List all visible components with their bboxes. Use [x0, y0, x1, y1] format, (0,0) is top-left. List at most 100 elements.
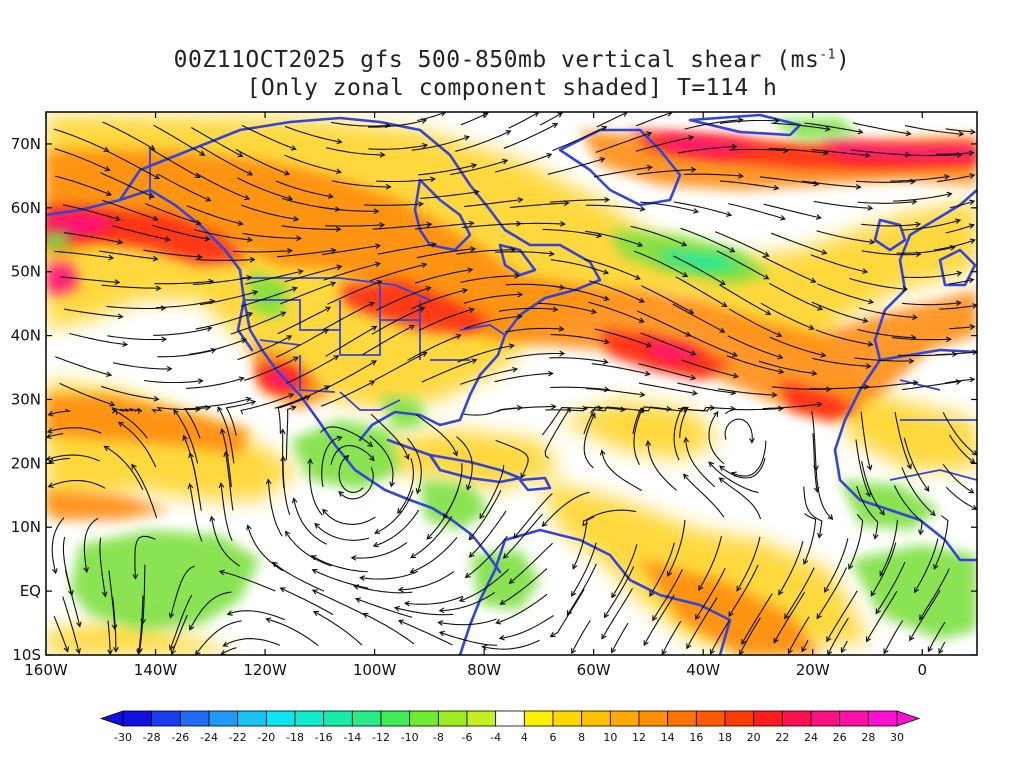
shear-streamlines: [46, 112, 977, 655]
streamline: [894, 411, 912, 469]
streamline: [464, 315, 522, 330]
streamline-arrow: [502, 158, 509, 165]
streamline: [102, 121, 155, 150]
streamline: [479, 464, 505, 519]
streamline-arrow: [343, 454, 350, 461]
colorbar-label: -10: [401, 731, 419, 744]
streamline: [189, 452, 202, 511]
streamline: [667, 519, 686, 577]
streamline: [500, 568, 548, 605]
streamline-arrow: [505, 130, 512, 136]
streamline: [138, 623, 144, 653]
streamline-arrow: [313, 610, 320, 617]
lon-label: 20W: [796, 661, 830, 679]
streamline: [769, 336, 826, 357]
streamline: [189, 591, 232, 630]
streamline: [544, 407, 571, 459]
streamline-arrow: [290, 145, 297, 151]
colorbar-swatch: [523, 710, 554, 727]
streamline: [572, 516, 595, 569]
streamline: [277, 249, 336, 258]
streamline: [242, 232, 301, 239]
streamline-arrow: [425, 286, 432, 292]
streamline-arrow: [908, 358, 915, 364]
streamline: [223, 638, 281, 647]
streamline: [210, 516, 240, 567]
streamline: [312, 569, 369, 589]
streamline: [195, 620, 242, 655]
streamline: [49, 457, 70, 463]
streamline: [221, 429, 232, 488]
colorbar-swatch: [122, 710, 153, 727]
streamline: [463, 293, 523, 304]
streamline-arrow: [311, 568, 318, 575]
colorbar-label: 12: [632, 731, 646, 744]
streamline: [902, 219, 961, 231]
streamline: [200, 146, 253, 176]
streamline-arrow: [287, 248, 293, 254]
streamline: [771, 232, 827, 254]
streamline: [220, 483, 233, 542]
streamline: [195, 258, 255, 261]
streamline-arrow: [857, 128, 864, 135]
streamline-arrow: [820, 351, 827, 358]
streamline-arrow: [912, 314, 919, 321]
streamline: [816, 230, 875, 243]
streamline: [411, 136, 470, 151]
streamline: [48, 479, 106, 489]
streamline-arrow: [865, 491, 871, 498]
lon-label: 60W: [577, 661, 611, 679]
streamline-arrow: [732, 351, 739, 357]
streamline: [193, 229, 252, 241]
streamline: [48, 408, 72, 416]
streamline-arrow: [246, 274, 253, 281]
streamline: [727, 335, 783, 359]
colorbar-label: -16: [315, 731, 333, 744]
streamline-arrow: [763, 251, 770, 257]
streamline-arrow: [552, 123, 559, 129]
colorbar-swatch: [839, 710, 869, 727]
streamline-arrow: [105, 371, 113, 377]
streamline: [320, 380, 375, 407]
streamline-arrow: [374, 528, 381, 534]
streamline-arrow: [160, 305, 167, 311]
streamline-arrow: [290, 405, 297, 411]
streamline-arrow: [949, 244, 957, 251]
streamline-arrow: [370, 360, 377, 366]
streamline: [499, 615, 554, 639]
streamline: [495, 439, 529, 478]
streamline: [374, 352, 427, 381]
streamline-arrow: [779, 215, 786, 221]
streamline: [673, 201, 732, 216]
streamline: [714, 231, 769, 257]
streamline-arrow: [508, 343, 515, 350]
streamline: [51, 517, 65, 574]
streamline-arrow: [246, 524, 252, 531]
streamline: [394, 607, 454, 616]
streamline: [311, 555, 368, 573]
streamline: [708, 461, 759, 493]
streamline: [354, 585, 413, 594]
streamline: [276, 180, 333, 198]
streamline-arrow: [182, 434, 188, 441]
streamline-arrow: [741, 639, 747, 646]
streamline-arrow: [218, 569, 225, 576]
streamline-arrow: [324, 385, 331, 391]
streamline-arrow: [187, 482, 194, 489]
lat-label: 10S: [12, 646, 41, 664]
streamline: [456, 249, 515, 255]
colorbar-label: -12: [372, 731, 390, 744]
streamline: [142, 564, 146, 624]
streamline-arrow: [437, 620, 444, 626]
streamline: [398, 571, 455, 591]
streamline-arrow: [639, 205, 646, 212]
streamline-arrow: [773, 117, 780, 124]
streamline-arrow: [690, 374, 697, 381]
streamline: [636, 310, 691, 337]
colorbar-swatch: [810, 710, 841, 727]
streamline-arrow: [955, 300, 962, 306]
streamline: [903, 437, 930, 492]
streamline: [455, 130, 511, 152]
streamline: [107, 620, 111, 655]
colorbar-swatch: [867, 710, 898, 727]
